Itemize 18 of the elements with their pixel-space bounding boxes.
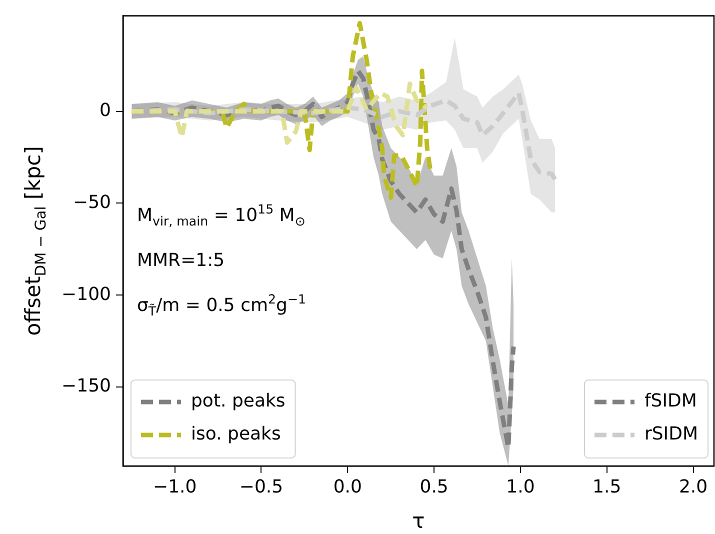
- legend-label: iso. peaks: [191, 424, 281, 445]
- x-tick-label: 0.0: [333, 476, 362, 498]
- legend-label: rSIDM: [644, 424, 698, 445]
- y-tick-label: 0: [100, 100, 111, 122]
- y-tick-label: −100: [62, 284, 111, 305]
- x-tick-label: −0.5: [239, 476, 284, 498]
- x-tick-label: 1.0: [506, 476, 535, 498]
- legend-label: fSIDM: [644, 390, 697, 412]
- legend-label: pot. peaks: [191, 390, 286, 412]
- y-tick-label: −50: [73, 192, 111, 213]
- y-tick-label: −150: [62, 376, 111, 397]
- x-axis-title: τ: [412, 509, 425, 533]
- annotation: MMR=1:5: [137, 250, 225, 271]
- x-tick-label: 2.0: [678, 476, 708, 498]
- x-tick-label: 0.5: [420, 476, 448, 498]
- x-tick-label: 1.5: [592, 476, 622, 498]
- y-axis-title: offsetDM − Gal [kpc]: [21, 146, 50, 336]
- x-tick-label: −1.0: [152, 476, 197, 498]
